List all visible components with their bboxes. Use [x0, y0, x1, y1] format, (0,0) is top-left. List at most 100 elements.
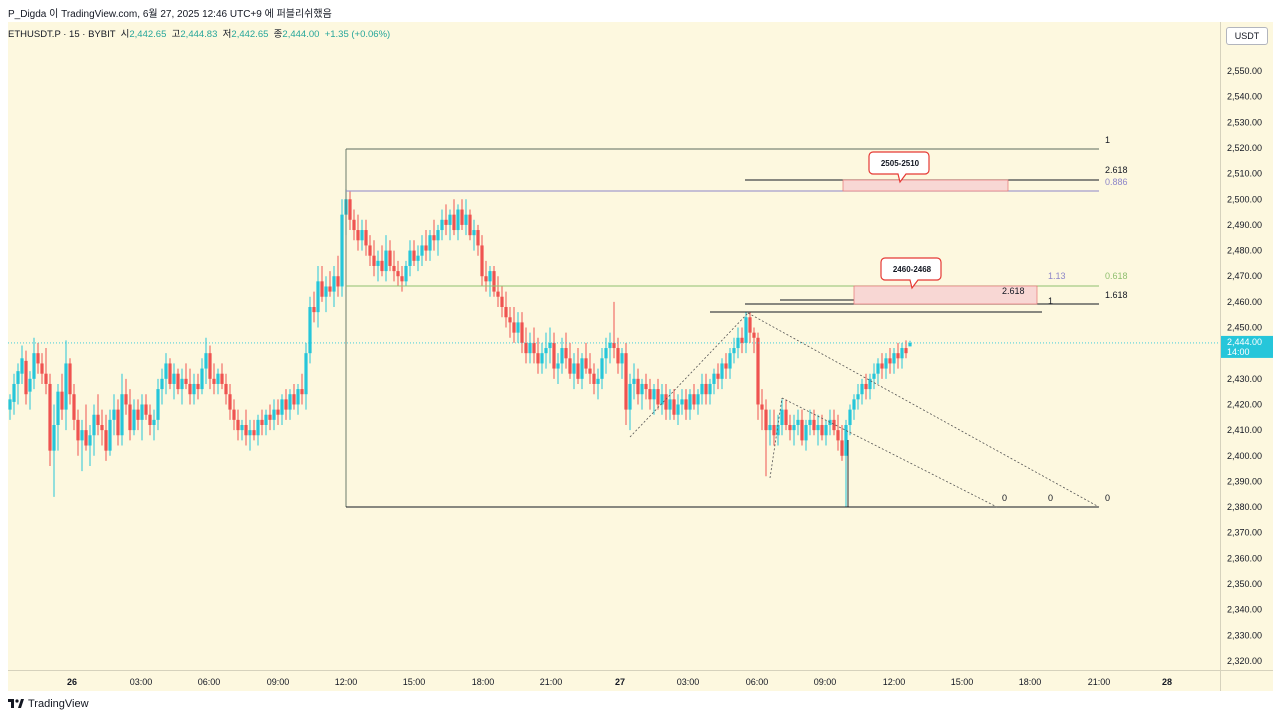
candle-body: [296, 389, 300, 405]
candle-body: [708, 383, 712, 395]
candle-body: [376, 260, 380, 266]
candle: [708, 378, 712, 405]
candle-body: [640, 383, 644, 395]
candle-body: [804, 425, 808, 441]
candle: [112, 394, 116, 436]
candle-body: [660, 394, 664, 405]
candle: [148, 404, 152, 436]
candle: [312, 291, 316, 323]
candle-body: [96, 414, 100, 425]
candle: [576, 348, 580, 384]
symbol-name[interactable]: ETHUSDT.P · 15 · BYBIT: [8, 29, 116, 40]
candle: [132, 399, 136, 436]
candle-body: [856, 394, 860, 400]
candle-body: [64, 363, 68, 410]
candle: [196, 373, 200, 400]
candle-body: [600, 358, 604, 379]
candle-body: [604, 348, 608, 359]
candle-body: [160, 378, 164, 390]
candle-body: [796, 419, 800, 425]
candle: [332, 265, 336, 307]
candle: [824, 419, 828, 446]
candle: [548, 327, 552, 364]
candle: [96, 394, 100, 436]
candle-body: [868, 378, 872, 390]
change-value: +1.35 (+0.06%): [324, 29, 391, 40]
candle-body: [888, 358, 892, 364]
candle-body: [896, 353, 900, 359]
candle-body: [636, 378, 640, 395]
candle: [416, 245, 420, 272]
candle: [812, 409, 816, 436]
candle-body: [784, 409, 788, 425]
candle-body: [84, 430, 88, 446]
candle: [792, 414, 796, 446]
time-tick: 26: [67, 677, 77, 687]
candle-body: [48, 383, 52, 451]
price-axis-labels: 2,550.00 2,540.00 2,530.00 2,520.00 2,510.00…: [1221, 66, 1273, 666]
candle-body: [576, 363, 580, 379]
candle: [900, 342, 904, 369]
candle: [188, 368, 192, 405]
candle: [844, 419, 848, 508]
price-tick: 2,380.00: [1227, 502, 1262, 512]
candle-body: [540, 353, 544, 364]
candle: [472, 219, 476, 251]
candle: [632, 363, 636, 400]
callout-2460-2468: 2460-2468: [880, 257, 942, 290]
publish-header: P_Digda 이 TradingView.com, 6월 27, 2025 1…: [0, 0, 1280, 22]
candle: [880, 353, 884, 379]
candle: [908, 340, 912, 347]
candle-body: [420, 245, 424, 256]
candle: [432, 219, 436, 251]
candle: [764, 399, 768, 477]
candle-body: [472, 230, 476, 236]
candle: [692, 383, 696, 410]
candle-body: [520, 322, 524, 343]
time-axis[interactable]: 26 03:00 06:00 09:00 12:00 15:00 18:00 21:00 27 0…: [8, 670, 1220, 691]
fib-label-1-mid: 1: [1048, 296, 1053, 306]
candle: [544, 332, 548, 369]
candle: [376, 250, 380, 282]
price-chart[interactable]: 2505-2510 2460-2468 1 2.618 0.886 1.13 0.618 2.…: [8, 22, 1220, 670]
publish-info: P_Digda 이 TradingView.com, 6월 27, 2025 1…: [8, 9, 332, 20]
candle: [664, 383, 668, 420]
candle: [672, 389, 676, 420]
candle: [856, 383, 860, 410]
price-axis[interactable]: 2,550.00 2,540.00 2,530.00 2,520.00 2,510.00…: [1220, 22, 1273, 670]
tradingview-logo[interactable]: TradingView: [8, 698, 89, 710]
candle: [16, 363, 20, 405]
candle-body: [632, 378, 636, 384]
candle-body: [340, 214, 344, 287]
candle-body: [608, 342, 612, 349]
candle-body: [176, 373, 180, 390]
candle-body: [816, 425, 820, 431]
candle: [28, 371, 32, 410]
candle: [284, 389, 288, 420]
candle-body: [272, 409, 276, 420]
candle-body: [628, 383, 632, 410]
candle: [648, 378, 652, 410]
candle: [604, 337, 608, 374]
candle: [408, 240, 412, 277]
candle-body: [168, 363, 172, 384]
candle: [852, 394, 856, 420]
candle-body: [680, 399, 684, 405]
candle: [88, 425, 92, 467]
candle-body: [832, 419, 836, 431]
candle: [528, 332, 532, 364]
candle: [108, 409, 112, 456]
candle: [744, 312, 748, 354]
open-value: 2,442.65: [129, 29, 167, 40]
time-axis-labels: 26 03:00 06:00 09:00 12:00 15:00 18:00 21:00 27 0…: [67, 677, 1172, 687]
currency-button[interactable]: USDT: [1226, 27, 1268, 45]
candle: [492, 265, 496, 297]
candle: [44, 348, 48, 395]
fib-label-0-b: 0: [1048, 493, 1053, 503]
chart-pane[interactable]: 2505-2510 2460-2468 1 2.618 0.886 1.13 0.618 2.…: [8, 22, 1220, 670]
trend-line-down-long: [747, 312, 1100, 508]
price-tick: 2,340.00: [1227, 605, 1262, 615]
time-tick: 27: [615, 677, 625, 687]
candle: [32, 337, 36, 390]
candle-body: [56, 391, 60, 425]
